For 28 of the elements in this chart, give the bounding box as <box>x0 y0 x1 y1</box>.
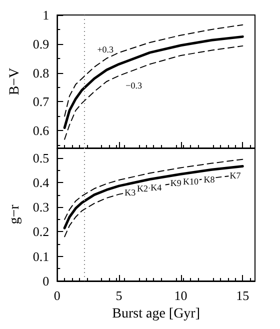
y-tick-label: 0.9 <box>32 36 50 52</box>
annotation: K10 <box>182 176 199 186</box>
y-tick-label: 1 <box>42 8 50 22</box>
x-tick-label: 10 <box>174 288 188 303</box>
annotation: K4 <box>150 182 162 192</box>
x-tick-label: 15 <box>236 288 250 303</box>
annotation: +0.3 <box>97 44 114 55</box>
y-axis-title: B−V <box>8 68 22 96</box>
line-series <box>64 45 244 140</box>
y-tick-label: 0.8 <box>32 65 50 80</box>
annotation: K7 <box>230 170 242 181</box>
annotation: K8 <box>204 174 216 184</box>
y-tick-label: 0.3 <box>32 200 50 215</box>
annotation: −0.3 <box>126 80 142 90</box>
annotation: K9 <box>170 178 182 188</box>
y-tick-label: 0.4 <box>32 174 50 190</box>
x-tick-label: 5 <box>116 288 122 303</box>
y-axis-title: g−r <box>8 204 22 224</box>
x-tick-label: 0 <box>54 288 60 303</box>
y-tick-label: 0 <box>42 274 50 288</box>
annotation: K2 <box>136 184 148 194</box>
y-tick-label: 0.5 <box>32 150 50 166</box>
annotation: K3 <box>124 187 136 198</box>
y-tick-label: 0.2 <box>32 224 50 240</box>
y-tick-label: 0.6 <box>32 123 50 138</box>
y-tick-label: 0.1 <box>32 248 50 264</box>
x-axis-title: Burst age [Gyr] <box>112 306 200 322</box>
y-tick-label: 0.7 <box>32 94 50 110</box>
